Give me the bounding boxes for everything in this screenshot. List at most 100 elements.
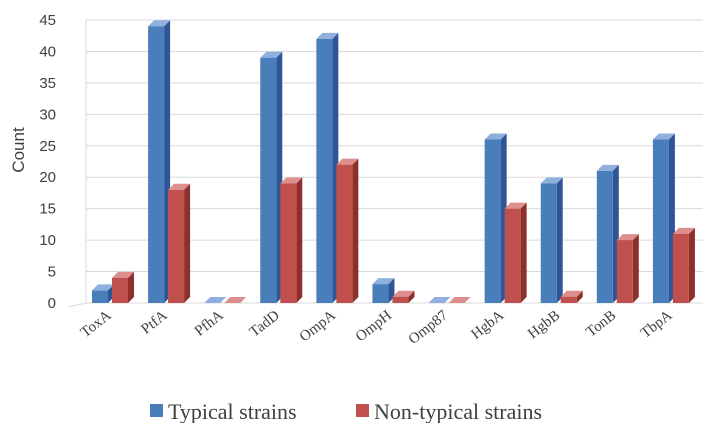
- bar-top: [392, 290, 415, 297]
- bar-top: [616, 234, 639, 241]
- y-tick-label: 5: [48, 264, 56, 281]
- x-tick-label: OmpA: [297, 307, 339, 345]
- x-tick-label: PtfA: [138, 307, 170, 337]
- bar-top: [148, 20, 171, 27]
- x-axis-ticks: ToxA PtfA PfhA TadD OmpA OmpH Omp87 HgbA HgbB Ton…: [78, 307, 676, 348]
- bar-front: [280, 183, 297, 303]
- bar-side: [408, 290, 415, 303]
- bar-front: [112, 277, 128, 303]
- bar-front: [672, 233, 689, 303]
- bar-omp87-typical: [428, 297, 451, 303]
- bar-toxa-typical: [92, 284, 114, 303]
- legend: Typical strains Non-typical strains: [150, 399, 542, 423]
- bar-front: [260, 57, 277, 303]
- bar-top: [372, 278, 395, 285]
- plot-floor-edge: [67, 302, 87, 308]
- bar-top: [280, 177, 303, 184]
- bar-side: [184, 183, 191, 303]
- y-tick-label: 45: [39, 12, 56, 29]
- bar-front: [652, 139, 669, 303]
- bar-tbpa-non-typical: [672, 227, 695, 303]
- bar-ompa-typical: [316, 32, 339, 303]
- legend-label: Typical strains: [168, 399, 297, 423]
- bar-ptfa-non-typical: [168, 183, 191, 303]
- bar-hgbb-non-typical: [560, 290, 583, 303]
- bar-side: [352, 158, 359, 303]
- bar-front: [504, 208, 521, 303]
- y-tick-label: 10: [39, 232, 56, 249]
- legend-item-non-typical: Non-typical strains: [356, 399, 542, 423]
- bar-omp87-non-typical: [448, 297, 471, 303]
- bar-side: [632, 234, 639, 303]
- bar-top: [204, 297, 227, 303]
- y-axis-label: Count: [9, 127, 28, 173]
- y-tick-label: 40: [39, 43, 56, 60]
- bar-top: [484, 133, 507, 140]
- x-tick-label: Omp87: [406, 307, 452, 348]
- bar-front: [372, 284, 389, 303]
- bar-side: [128, 271, 134, 303]
- y-tick-label: 35: [39, 75, 56, 92]
- x-tick-label: PfhA: [192, 307, 227, 339]
- bar-top: [168, 183, 191, 190]
- y-axis-ticks: 0 5 10 15 20 25 30 35 40 45: [39, 12, 56, 312]
- bar-top: [448, 297, 471, 303]
- bar-tonb-typical: [596, 164, 619, 303]
- bar-toxa-non-typical: [112, 271, 134, 303]
- bar-top: [260, 51, 283, 58]
- bar-side: [296, 177, 303, 303]
- bar-front: [148, 26, 165, 304]
- bar-hgbb-typical: [540, 177, 563, 303]
- legend-swatch: [356, 404, 369, 417]
- legend-item-typical: Typical strains: [150, 399, 297, 423]
- y-tick-label: 30: [39, 106, 56, 123]
- bars: [92, 20, 695, 304]
- bar-tadd-typical: [260, 51, 283, 303]
- bar-side: [556, 177, 563, 303]
- bar-front: [616, 240, 633, 303]
- bar-front: [560, 296, 577, 303]
- bar-front: [392, 296, 409, 303]
- x-tick-label: TbpA: [638, 307, 676, 341]
- bar-omph-typical: [372, 278, 395, 303]
- bar-top: [316, 32, 339, 39]
- x-tick-label: TadD: [247, 307, 283, 340]
- x-tick-label: HgbB: [525, 308, 563, 343]
- bar-top: [504, 202, 527, 209]
- bar-tonb-non-typical: [616, 234, 639, 303]
- bar-pfha-typical: [204, 297, 227, 303]
- bar-top: [652, 133, 675, 140]
- bar-top: [112, 271, 134, 278]
- bar-ompa-non-typical: [336, 158, 359, 303]
- bar-front: [316, 38, 333, 303]
- x-tick-label: OmpH: [353, 307, 395, 345]
- bar-top: [92, 284, 114, 291]
- bar-side: [520, 202, 527, 303]
- y-tick-label: 15: [39, 201, 56, 218]
- bar-front: [484, 139, 501, 303]
- bar-top: [596, 164, 619, 171]
- bar-side: [688, 227, 695, 303]
- bar-top: [428, 297, 451, 303]
- bar-top: [224, 297, 247, 303]
- y-tick-label: 25: [39, 138, 56, 155]
- bar-tbpa-typical: [652, 133, 675, 303]
- bar-front: [92, 290, 108, 303]
- bar-ptfa-typical: [148, 20, 171, 304]
- bar-pfha-non-typical: [224, 297, 247, 303]
- x-tick-label: TonB: [583, 308, 619, 341]
- bar-hgba-typical: [484, 133, 507, 303]
- bar-front: [336, 164, 353, 303]
- legend-swatch: [150, 404, 163, 417]
- bar-top: [560, 290, 583, 297]
- bar-front: [540, 183, 557, 303]
- legend-label: Non-typical strains: [374, 399, 542, 423]
- y-tick-label: 20: [39, 169, 56, 186]
- bar-top: [540, 177, 563, 184]
- bar-front: [596, 170, 613, 303]
- x-tick-label: HgbA: [468, 307, 507, 342]
- bar-top: [672, 227, 695, 234]
- bar-top: [336, 158, 359, 165]
- bar-tadd-non-typical: [280, 177, 303, 303]
